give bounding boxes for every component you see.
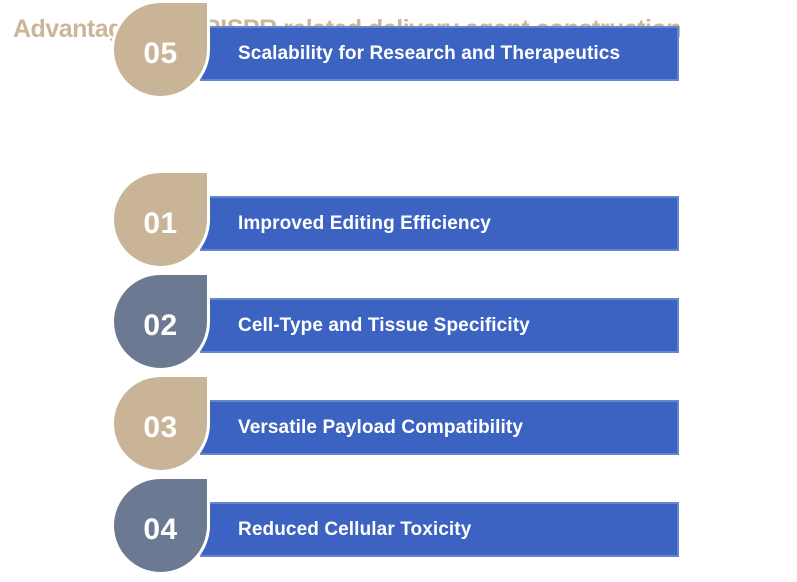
advantage-number: 03 [143,410,178,444]
advantage-bar: Improved Editing Efficiency [200,196,679,251]
advantage-number: 05 [143,36,178,70]
advantage-number: 01 [143,206,178,240]
advantage-bar: Reduced Cellular Toxicity [200,502,679,557]
advantage-bar: Cell-Type and Tissue Specificity [200,298,679,353]
advantage-number: 02 [143,308,178,342]
advantage-number: 04 [143,512,178,546]
advantage-item-5: Scalability for Research and Therapeutic… [0,0,797,110]
advantage-label: Improved Editing Efficiency [238,212,491,234]
advantage-label: Reduced Cellular Toxicity [238,518,472,540]
advantage-label: Scalability for Research and Therapeutic… [238,42,621,64]
advantage-label: Cell-Type and Tissue Specificity [238,314,530,336]
advantage-item-4: Reduced Cellular Toxicity 04 [0,476,797,582]
advantage-bar: Scalability for Research and Therapeutic… [200,26,679,81]
advantage-item-3: Versatile Payload Compatibility 03 [0,374,797,484]
number-drop: 04 [111,476,210,575]
advantage-item-2: Cell-Type and Tissue Specificity 02 [0,272,797,382]
advantage-item-1: Improved Editing Efficiency 01 [0,170,797,280]
advantage-label: Versatile Payload Compatibility [238,416,524,438]
number-drop: 05 [111,0,210,99]
number-drop: 01 [111,170,210,269]
number-drop: 02 [111,272,210,371]
advantage-bar: Versatile Payload Compatibility [200,400,679,455]
number-drop: 03 [111,374,210,473]
